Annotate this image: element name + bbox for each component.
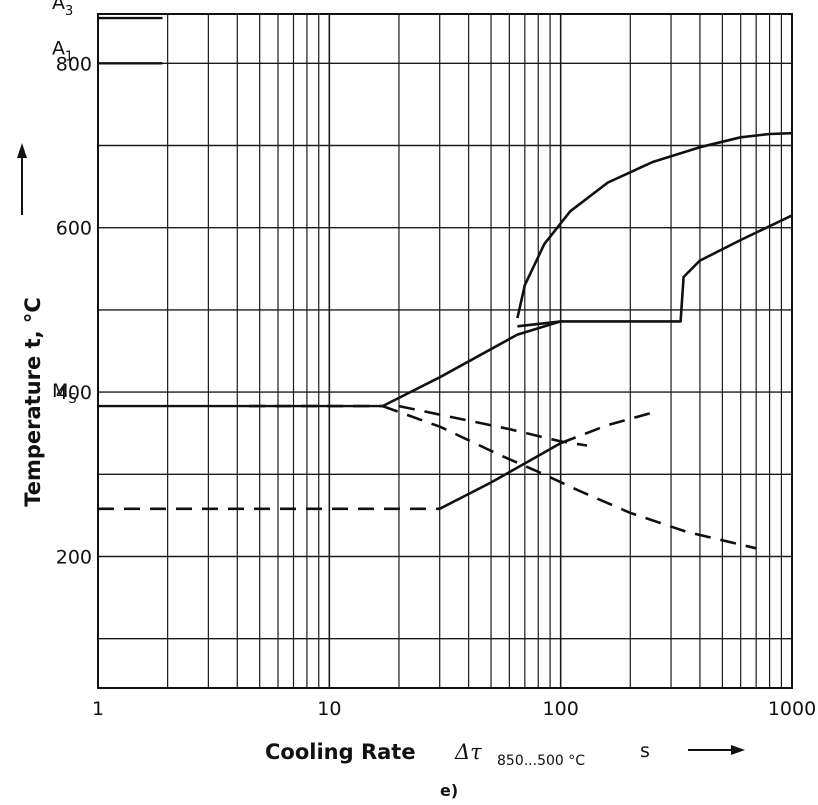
reference-label-a3: A3 — [52, 0, 73, 19]
figure-caption: e) — [440, 781, 458, 800]
reference-labels: A3 A1 MS — [52, 0, 77, 407]
curve-martensite-finish-dashed — [560, 411, 654, 445]
x-axis-title: Cooling Rate — [265, 740, 416, 764]
x-axis-subscript: 850...500 °C — [497, 753, 585, 769]
x-axis-symbol: Δτ — [454, 740, 482, 764]
curve-bainite-start — [382, 320, 562, 408]
curve-ms-upper-dashed — [398, 404, 588, 447]
curve-ms-drop — [382, 404, 757, 550]
plot-frame — [97, 13, 793, 689]
curve-ferrite-start — [516, 131, 793, 319]
x-axis-arrow — [688, 745, 745, 755]
x-tick-label: 10 — [317, 698, 341, 720]
transformation-curves — [98, 131, 793, 550]
x-axis-unit: s — [640, 740, 650, 762]
grid — [97, 14, 792, 688]
reference-lines — [98, 16, 383, 408]
y-tick-label: 800 — [56, 53, 92, 75]
reference-label-ms: MS — [52, 380, 77, 407]
y-tick-label: 600 — [56, 218, 92, 240]
y-axis-arrow — [17, 143, 27, 215]
x-axis-label: Cooling Rate Δτ 850...500 °C s — [265, 740, 650, 769]
reference-label-a1: A1 — [52, 37, 73, 64]
x-tick-labels: 1 10 100 1000 — [92, 698, 816, 720]
x-tick-label: 1000 — [768, 698, 816, 720]
y-tick-label: 200 — [56, 546, 92, 568]
y-tick-labels: 200 400 600 800 — [56, 53, 92, 568]
curve-martensite-finish-solid — [439, 441, 562, 510]
y-axis-label: Temperature t, °C — [21, 297, 45, 507]
x-tick-label: 100 — [543, 698, 579, 720]
x-tick-label: 1 — [92, 698, 104, 720]
y-tick-label: 400 — [56, 382, 92, 404]
y-axis-title: Temperature t, °C — [21, 297, 45, 507]
